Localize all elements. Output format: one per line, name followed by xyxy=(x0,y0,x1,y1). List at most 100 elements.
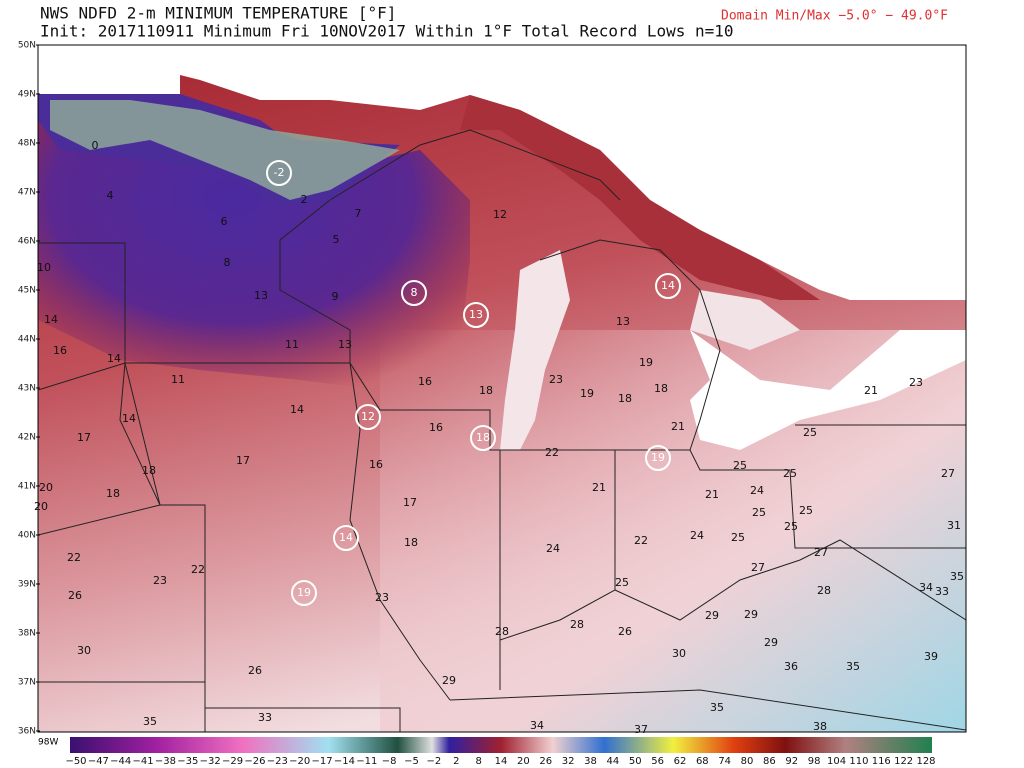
map-field xyxy=(38,45,966,732)
domain-minmax: Domain Min/Max −5.0° − 49.0°F xyxy=(721,9,948,24)
colorbar-label: −17 xyxy=(311,756,332,767)
lat-label: 42N xyxy=(18,433,36,443)
lat-label: 40N xyxy=(18,531,36,541)
station-value: 25 xyxy=(784,520,798,533)
station-value: 29 xyxy=(764,636,778,649)
station-value: 21 xyxy=(705,488,719,501)
station-value: 28 xyxy=(817,584,831,597)
station-value: 19 xyxy=(580,387,594,400)
station-value: 4 xyxy=(107,189,114,202)
station-value: 14 xyxy=(44,313,58,326)
station-value: 26 xyxy=(248,664,262,677)
colorbar-label: 92 xyxy=(785,756,798,767)
colorbar-label: 2 xyxy=(453,756,459,767)
station-value: 25 xyxy=(733,459,747,472)
record-circle xyxy=(355,404,381,430)
colorbar-label: −32 xyxy=(200,756,221,767)
colorbar xyxy=(70,737,932,753)
station-value: 17 xyxy=(77,431,91,444)
colorbar-label: 68 xyxy=(696,756,709,767)
colorbar-label: 128 xyxy=(916,756,935,767)
station-value: 29 xyxy=(442,674,456,687)
station-value: 35 xyxy=(846,660,860,673)
station-value: 39 xyxy=(924,650,938,663)
record-low-value: 18 xyxy=(476,431,490,444)
station-value: 25 xyxy=(799,504,813,517)
record-circle xyxy=(401,280,427,306)
station-value: 20 xyxy=(39,481,53,494)
station-value: 25 xyxy=(783,467,797,480)
colorbar-label: −29 xyxy=(222,756,243,767)
record-low-value: 14 xyxy=(339,531,353,544)
station-value: 27 xyxy=(751,561,765,574)
station-value: 16 xyxy=(53,344,67,357)
station-value: 30 xyxy=(672,647,686,660)
station-value: 25 xyxy=(803,426,817,439)
colorbar-label: 116 xyxy=(872,756,891,767)
station-value: 21 xyxy=(864,384,878,397)
lat-label: 37N xyxy=(18,678,36,688)
lat-label: 44N xyxy=(18,335,36,345)
colorbar-label: −47 xyxy=(88,756,109,767)
station-value: 31 xyxy=(947,519,961,532)
record-low-value: 19 xyxy=(651,451,665,464)
station-value: 16 xyxy=(418,375,432,388)
record-circle xyxy=(266,160,292,186)
station-value: 19 xyxy=(639,356,653,369)
station-value: 14 xyxy=(107,352,121,365)
station-value: 36 xyxy=(784,660,798,673)
station-value: 24 xyxy=(750,484,764,497)
colorbar-label: 110 xyxy=(849,756,868,767)
station-value: 34 xyxy=(919,581,933,594)
station-value: 23 xyxy=(375,591,389,604)
station-value: 21 xyxy=(592,481,606,494)
record-low-value: 19 xyxy=(297,586,311,599)
colorbar-label: −44 xyxy=(110,756,131,767)
station-value: 34 xyxy=(530,719,544,732)
record-low-value: 12 xyxy=(361,410,375,423)
colorbar-label: −14 xyxy=(334,756,355,767)
station-value: 33 xyxy=(258,711,272,724)
station-value: 28 xyxy=(570,618,584,631)
colorbar-label: 14 xyxy=(495,756,508,767)
lat-label: 47N xyxy=(18,188,36,198)
station-value: 11 xyxy=(285,338,299,351)
colorbar-label: −38 xyxy=(155,756,176,767)
colorbar-label: −23 xyxy=(267,756,288,767)
record-low-value: 13 xyxy=(469,308,483,321)
station-value: 27 xyxy=(941,467,955,480)
colorbar-label: −5 xyxy=(404,756,419,767)
station-value: 7 xyxy=(355,207,362,220)
station-value: 18 xyxy=(479,384,493,397)
station-value: 22 xyxy=(67,551,81,564)
colorbar-label: 8 xyxy=(475,756,481,767)
record-circle xyxy=(645,445,671,471)
colorbar-label: −11 xyxy=(356,756,377,767)
station-value: 0 xyxy=(92,139,99,152)
station-value: 21 xyxy=(671,420,685,433)
record-circle xyxy=(463,302,489,328)
station-value: 9 xyxy=(332,290,339,303)
station-value: 22 xyxy=(191,563,205,576)
colorbar-label: 50 xyxy=(629,756,642,767)
colorbar-label: −50 xyxy=(65,756,86,767)
station-value: 18 xyxy=(654,382,668,395)
record-circle xyxy=(470,425,496,451)
station-value: 35 xyxy=(950,570,964,583)
station-value: 35 xyxy=(143,715,157,728)
colorbar-label: 38 xyxy=(584,756,597,767)
lat-label: 45N xyxy=(18,286,36,296)
station-value: 13 xyxy=(254,289,268,302)
station-value: 16 xyxy=(429,421,443,434)
station-value: 14 xyxy=(122,412,136,425)
colorbar-label: −35 xyxy=(177,756,198,767)
station-value: 11 xyxy=(171,373,185,386)
station-value: 25 xyxy=(731,531,745,544)
station-value: 18 xyxy=(142,464,156,477)
colorbar-label: 74 xyxy=(718,756,731,767)
station-value: 35 xyxy=(710,701,724,714)
station-value: 28 xyxy=(495,625,509,638)
lat-label: 43N xyxy=(18,384,36,394)
record-low-value: 14 xyxy=(661,279,675,292)
